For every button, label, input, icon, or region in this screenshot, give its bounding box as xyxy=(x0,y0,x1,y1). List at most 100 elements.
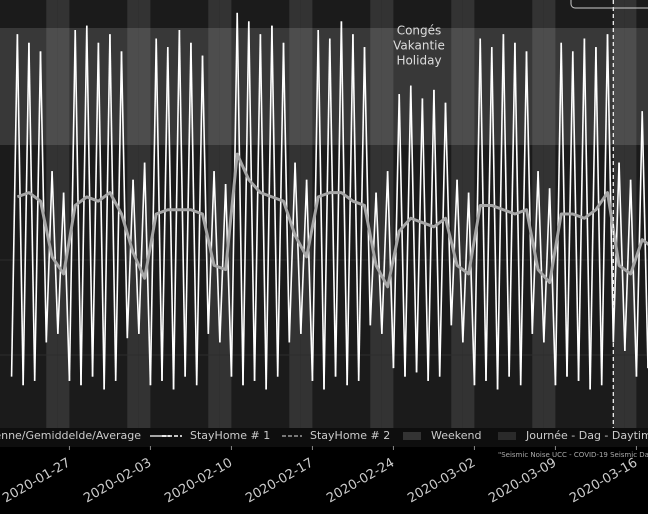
signal-segment xyxy=(508,42,516,377)
signal-segment xyxy=(143,162,152,386)
signal-segment xyxy=(120,51,129,339)
signal-segment xyxy=(641,111,648,369)
signal-segment xyxy=(415,98,424,373)
signal-segment xyxy=(479,38,487,381)
signal-segment xyxy=(224,184,233,377)
signal-segment xyxy=(490,47,499,390)
signal-segment xyxy=(629,179,638,377)
signal-segment xyxy=(595,47,603,386)
signal-segment xyxy=(381,171,389,334)
signal-segment xyxy=(334,21,343,377)
weekend-band xyxy=(289,0,301,428)
weekend-band xyxy=(127,0,139,428)
signal-segment xyxy=(114,51,123,381)
signal-segment xyxy=(519,51,528,386)
annotation: Congés xyxy=(397,24,442,38)
legend xyxy=(0,428,648,447)
info-box xyxy=(570,0,648,9)
signal-segment xyxy=(317,29,325,390)
signal-segment xyxy=(537,171,545,343)
signal-segment xyxy=(51,171,59,334)
legend-swatch xyxy=(403,432,421,440)
signal-segment xyxy=(456,179,464,343)
signal-segment xyxy=(577,38,586,381)
signal-segment xyxy=(259,34,267,390)
signal-segment xyxy=(288,162,296,343)
signal-segment xyxy=(427,89,435,381)
x-tick-label: 2020-02-10 xyxy=(162,456,235,507)
signal-segment xyxy=(219,184,227,343)
weekend-band xyxy=(624,0,637,428)
signal-segment xyxy=(618,162,626,351)
signal-segment xyxy=(276,42,285,377)
signal-segment xyxy=(467,192,476,386)
x-tick-label: 2020-03-16 xyxy=(567,456,640,507)
signal-segment xyxy=(554,42,563,386)
x-tick-label: 2020-02-03 xyxy=(81,456,154,507)
signal-segment xyxy=(74,29,82,386)
signal-segment xyxy=(265,25,273,390)
signal-segment xyxy=(624,179,632,351)
signal-segment xyxy=(178,29,186,377)
legend-label: Moyenne/Gemiddelde/Average xyxy=(0,429,141,442)
signal-segment xyxy=(57,192,65,334)
signal-segment xyxy=(421,98,429,381)
weekend-band xyxy=(370,0,382,428)
signal-segment xyxy=(213,171,221,343)
signal-segment xyxy=(85,25,94,377)
signal-segment xyxy=(589,47,597,390)
weekend-band xyxy=(381,0,394,428)
signal-segment xyxy=(39,51,48,343)
signal-segment xyxy=(166,47,175,390)
legend-label: StayHome # 1 xyxy=(190,429,270,442)
signal-segment xyxy=(369,192,377,326)
signal-segment xyxy=(357,47,366,381)
legend-items: Moyenne/Gemiddelde/Average StayHome # 1 St… xyxy=(0,429,648,442)
average-line xyxy=(16,152,648,289)
signal-segment xyxy=(392,94,401,369)
signal-segment xyxy=(305,179,314,381)
weekend-band xyxy=(138,0,151,428)
signal-segment xyxy=(28,42,36,381)
signal-segment xyxy=(138,162,146,334)
signal-segment xyxy=(438,102,447,377)
signal-segment xyxy=(606,34,615,343)
legend-swatch xyxy=(498,432,516,440)
signal-segment xyxy=(195,55,204,386)
signal-segment xyxy=(375,192,383,334)
signal-segment xyxy=(16,34,24,386)
weekend-band xyxy=(532,0,544,428)
signal-segment xyxy=(97,42,105,390)
signal-segment xyxy=(33,51,42,381)
signal-segment xyxy=(404,85,412,377)
signal-segment xyxy=(433,89,441,377)
signal-segment xyxy=(548,188,557,386)
signal-segment xyxy=(282,42,291,343)
signal-segment xyxy=(68,29,77,381)
weekend-band xyxy=(451,0,463,428)
signal-segment xyxy=(91,42,100,377)
signal-segment xyxy=(80,25,88,386)
annotation: Vakantie xyxy=(393,39,445,53)
signal-segment xyxy=(103,34,111,390)
signal-segment xyxy=(398,94,406,377)
signal-segment xyxy=(444,102,453,326)
signal-segment xyxy=(560,42,568,377)
weekend-band xyxy=(300,0,313,428)
x-tick-label: 2020-03-02 xyxy=(405,456,478,507)
weekend-band xyxy=(208,0,220,428)
x-tick-label: 2020-02-24 xyxy=(324,456,397,507)
weekend-band xyxy=(613,0,625,428)
signal-segment xyxy=(242,21,250,386)
signal-segment xyxy=(473,38,482,386)
signal-segment xyxy=(253,34,262,381)
signal-segment xyxy=(236,12,244,386)
signal-segment xyxy=(247,21,256,381)
signal-segment xyxy=(22,42,30,386)
signal-segment xyxy=(271,25,279,377)
source: "Seismic Noise UCC - COVID-19 Seismic Da… xyxy=(498,451,648,459)
bands xyxy=(46,0,637,428)
signal-segment xyxy=(363,47,372,326)
